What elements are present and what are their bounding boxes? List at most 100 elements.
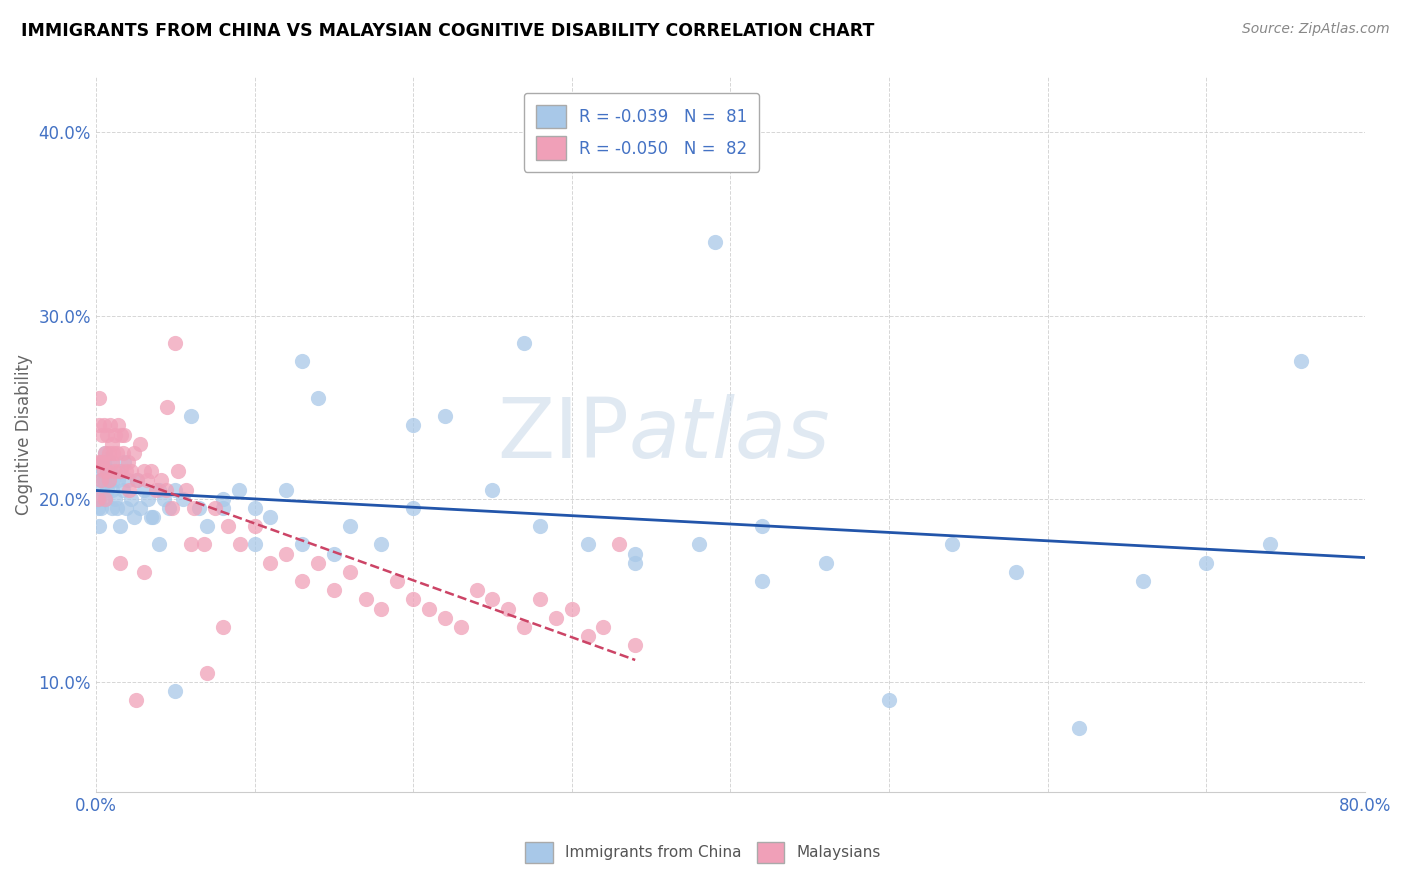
Point: [418, 601, 440, 615]
Point: [101, 483, 124, 497]
Point: [180, 409, 202, 424]
Point: [94, 446, 117, 460]
Point: [98, 418, 121, 433]
Point: [1291, 354, 1313, 368]
Point: [155, 483, 177, 497]
Point: [117, 455, 139, 469]
Point: [97, 455, 120, 469]
Point: [96, 464, 118, 478]
Point: [148, 537, 170, 551]
Point: [97, 474, 120, 488]
Point: [751, 574, 773, 588]
Point: [157, 500, 180, 515]
Point: [465, 583, 488, 598]
Point: [94, 446, 117, 460]
Point: [877, 693, 900, 707]
Point: [141, 510, 163, 524]
Legend: Immigrants from China, Malaysians: Immigrants from China, Malaysians: [517, 834, 889, 871]
Point: [149, 474, 172, 488]
Point: [93, 474, 115, 488]
Point: [276, 547, 298, 561]
Point: [111, 483, 134, 497]
Point: [243, 537, 266, 551]
Point: [90, 455, 112, 469]
Point: [124, 693, 146, 707]
Point: [217, 519, 239, 533]
Point: [127, 474, 149, 488]
Point: [941, 537, 963, 551]
Point: [103, 474, 125, 488]
Point: [339, 519, 361, 533]
Point: [402, 592, 425, 607]
Point: [104, 464, 127, 478]
Point: [103, 446, 125, 460]
Point: [110, 427, 132, 442]
Y-axis label: Cognitive Disability: Cognitive Disability: [15, 354, 32, 515]
Point: [624, 547, 647, 561]
Point: [291, 537, 314, 551]
Point: [243, 500, 266, 515]
Point: [307, 391, 329, 405]
Point: [91, 455, 114, 469]
Point: [127, 474, 149, 488]
Point: [96, 464, 118, 478]
Point: [129, 436, 152, 450]
Point: [165, 336, 187, 351]
Point: [180, 537, 202, 551]
Point: [132, 483, 155, 497]
Point: [108, 519, 131, 533]
Point: [1132, 574, 1154, 588]
Point: [94, 491, 117, 506]
Point: [110, 464, 132, 478]
Point: [814, 556, 837, 570]
Point: [688, 537, 710, 551]
Point: [592, 620, 614, 634]
Point: [322, 583, 344, 598]
Text: ZIP: ZIP: [496, 394, 628, 475]
Point: [108, 464, 131, 478]
Point: [370, 537, 392, 551]
Point: [114, 427, 136, 442]
Point: [370, 601, 392, 615]
Point: [259, 510, 281, 524]
Point: [529, 519, 551, 533]
Point: [90, 474, 112, 488]
Point: [136, 491, 159, 506]
Point: [117, 474, 139, 488]
Point: [87, 519, 110, 533]
Point: [115, 464, 138, 478]
Point: [703, 235, 725, 250]
Point: [211, 620, 233, 634]
Point: [167, 464, 190, 478]
Point: [87, 418, 110, 433]
Point: [1258, 537, 1281, 551]
Point: [1069, 721, 1091, 735]
Point: [751, 519, 773, 533]
Point: [228, 483, 250, 497]
Point: [101, 455, 124, 469]
Point: [195, 519, 218, 533]
Point: [93, 455, 115, 469]
Point: [93, 418, 115, 433]
Point: [624, 556, 647, 570]
Point: [433, 409, 456, 424]
Point: [129, 500, 152, 515]
Point: [97, 474, 120, 488]
Point: [107, 418, 129, 433]
Point: [135, 474, 157, 488]
Point: [91, 427, 114, 442]
Point: [387, 574, 409, 588]
Point: [104, 427, 127, 442]
Point: [105, 500, 128, 515]
Point: [259, 556, 281, 570]
Point: [291, 354, 314, 368]
Point: [90, 500, 112, 515]
Point: [307, 556, 329, 570]
Point: [513, 620, 536, 634]
Point: [87, 391, 110, 405]
Point: [115, 500, 138, 515]
Text: IMMIGRANTS FROM CHINA VS MALAYSIAN COGNITIVE DISABILITY CORRELATION CHART: IMMIGRANTS FROM CHINA VS MALAYSIAN COGNI…: [21, 22, 875, 40]
Point: [120, 464, 142, 478]
Point: [402, 500, 425, 515]
Point: [86, 500, 108, 515]
